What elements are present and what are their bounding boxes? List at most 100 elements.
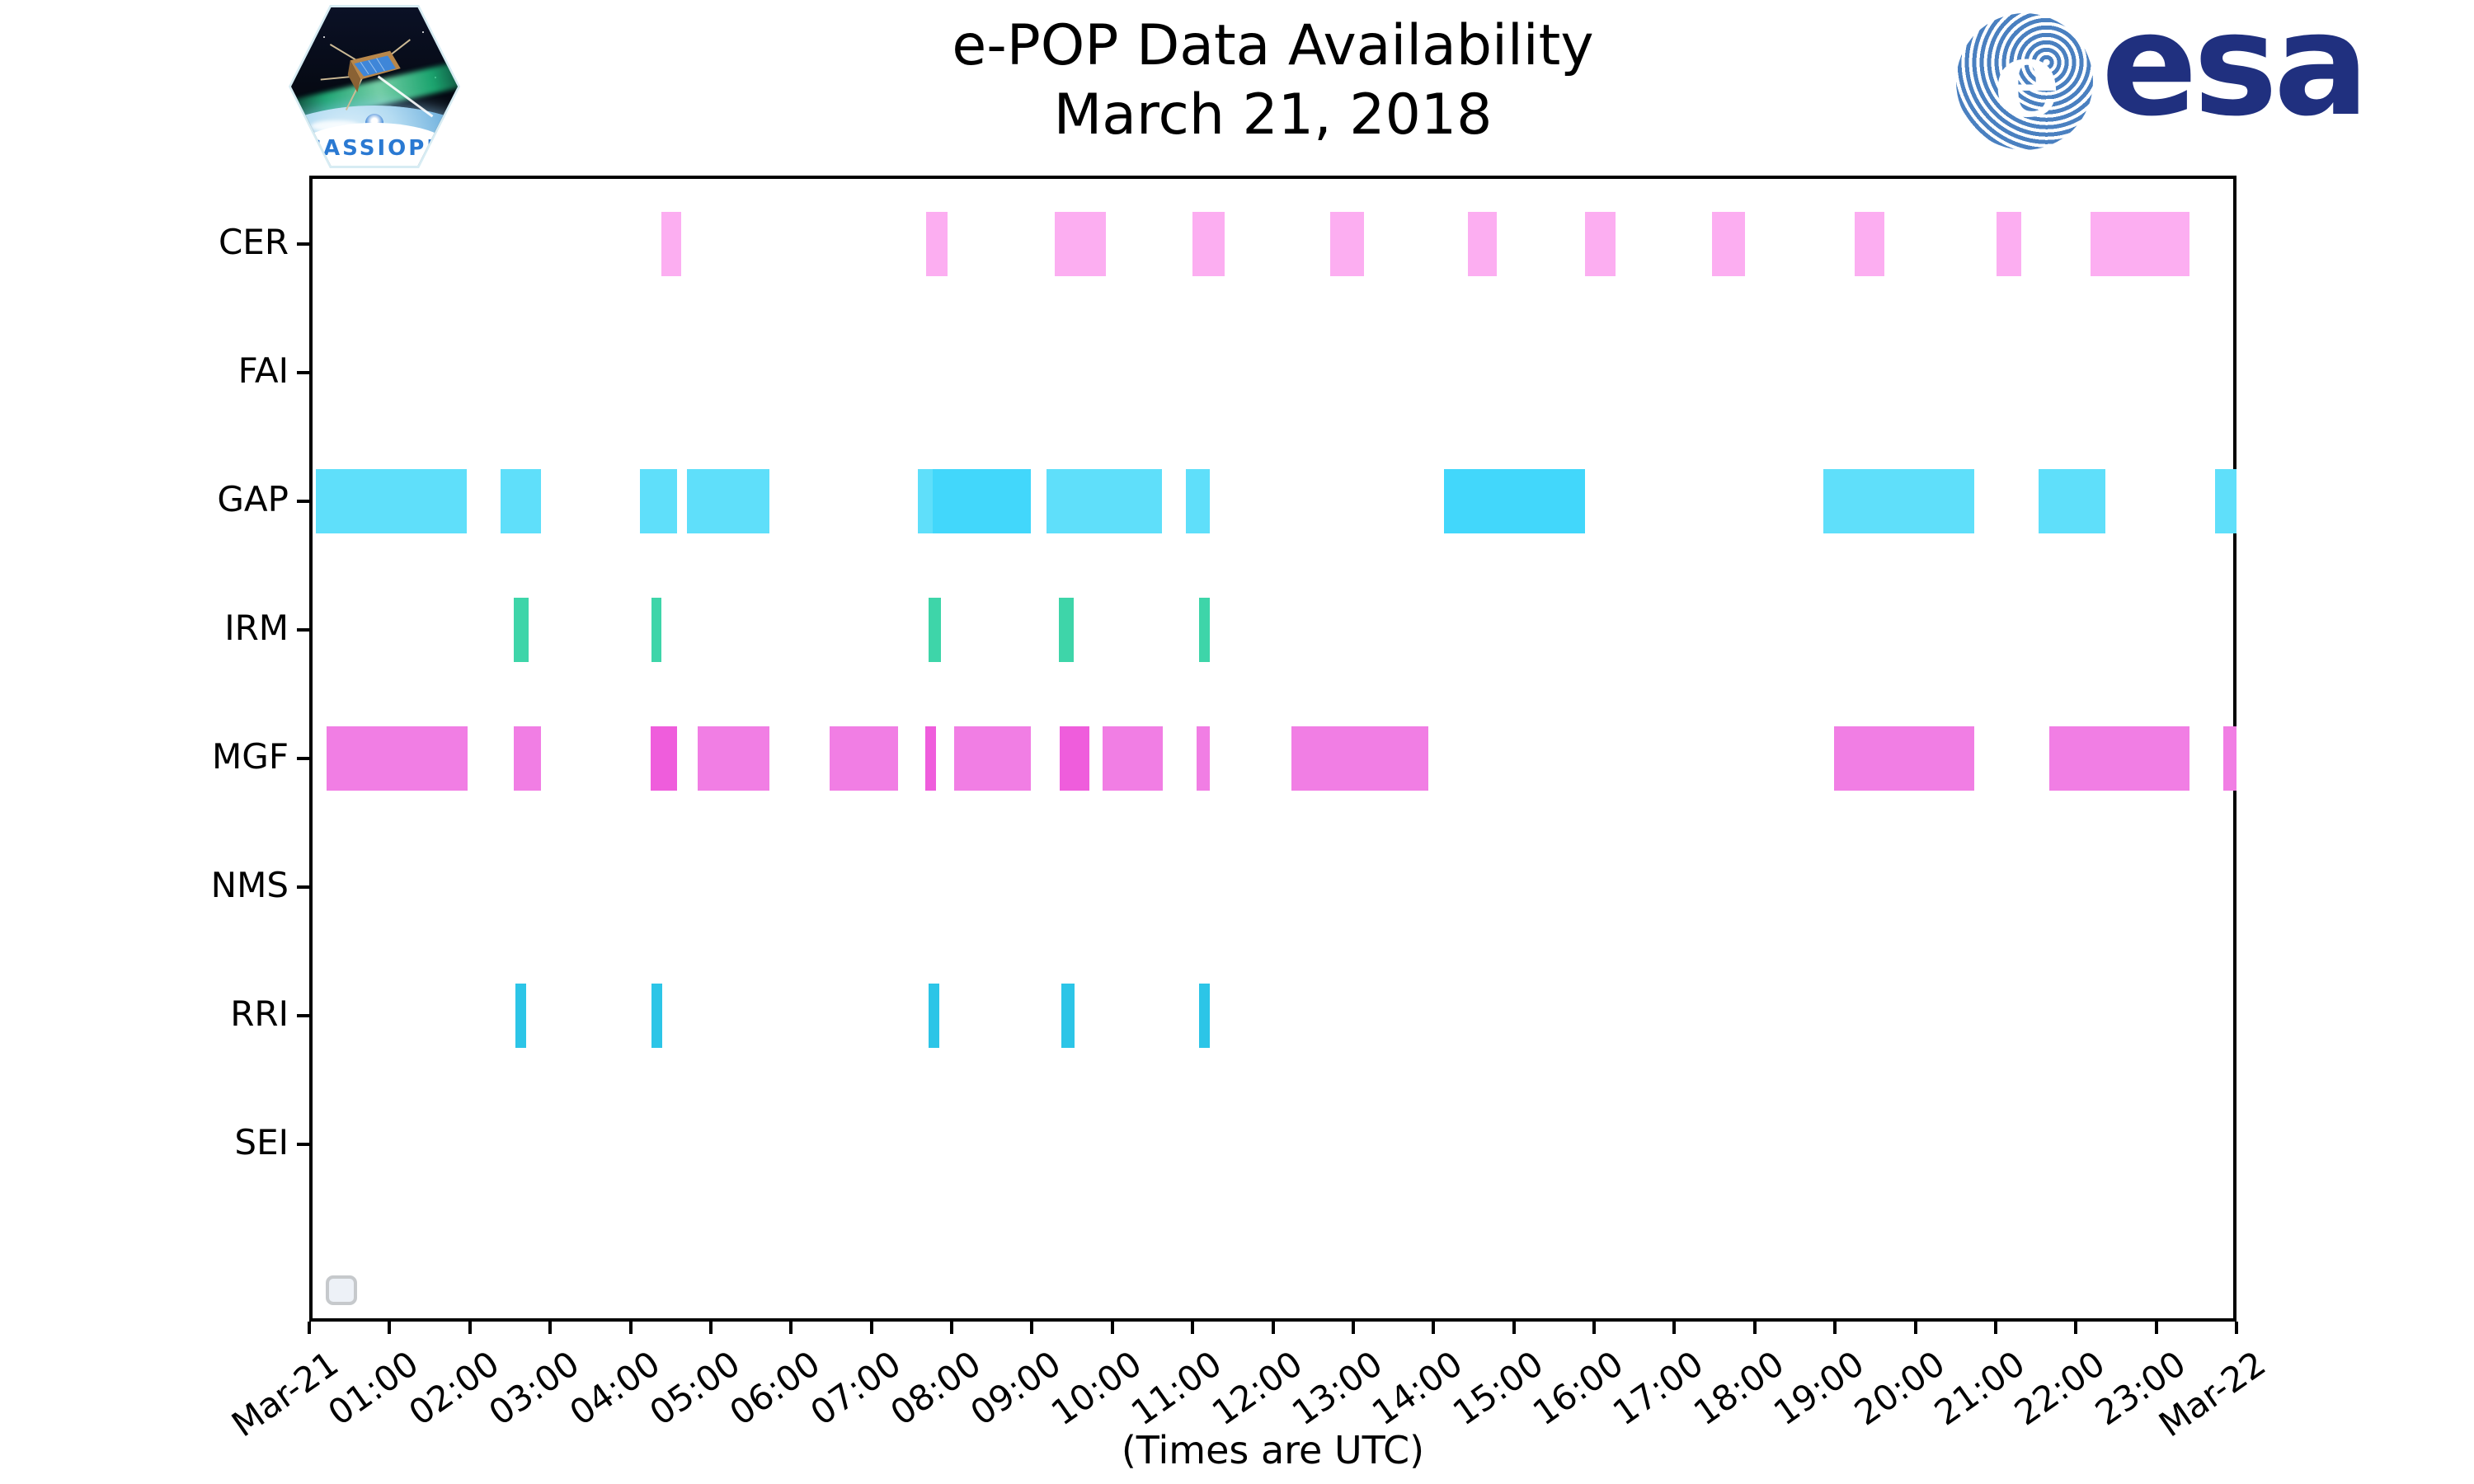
availability-bar-mgf [1103, 726, 1164, 791]
esa-globe-letter: e [1993, 17, 2061, 141]
y-tick [297, 1142, 309, 1146]
x-tick-label: 16:00 [1525, 1343, 1631, 1434]
y-tick [297, 756, 309, 760]
x-tick-label: 12:00 [1204, 1343, 1310, 1434]
satellite-icon [320, 39, 434, 118]
x-tick [708, 1322, 713, 1334]
x-tick-label: 19:00 [1766, 1343, 1872, 1434]
x-tick-label: 21:00 [1926, 1343, 2032, 1434]
x-tick [548, 1322, 553, 1334]
x-tick [1110, 1322, 1114, 1334]
x-tick [1752, 1322, 1757, 1334]
availability-bar-cer [1855, 211, 1885, 276]
availability-bar-gap [1186, 468, 1211, 533]
y-tick [297, 885, 309, 889]
x-tick-label: 07:00 [802, 1343, 908, 1434]
x-tick-label: 04:00 [562, 1343, 667, 1434]
x-tick [2154, 1322, 2158, 1334]
x-tick [1030, 1322, 1034, 1334]
plot-area [309, 176, 2236, 1322]
availability-bar-rri [1061, 983, 1075, 1048]
x-tick-label: 09:00 [963, 1343, 1069, 1434]
x-tick [1351, 1322, 1355, 1334]
y-tick [297, 1013, 309, 1017]
cassiope-mission-patch: CASSIOPE [289, 5, 460, 168]
x-tick [789, 1322, 793, 1334]
x-tick-label: 13:00 [1284, 1343, 1390, 1434]
x-tick [950, 1322, 953, 1334]
availability-bar-cer [1468, 211, 1497, 276]
x-tick [1191, 1322, 1195, 1334]
availability-bar-rri [929, 983, 940, 1048]
y-tick [297, 370, 309, 374]
availability-bar-irm [514, 597, 529, 662]
x-tick [1512, 1322, 1516, 1334]
row-label-nms: NMS [210, 864, 289, 905]
availability-bar-mgf [1291, 726, 1428, 791]
availability-bar-gap [1047, 468, 1162, 533]
availability-bar-cer [1997, 211, 2021, 276]
availability-bar-gap [918, 468, 934, 533]
x-tick-label: 20:00 [1846, 1343, 1952, 1434]
x-tick-label: 18:00 [1686, 1343, 1791, 1434]
availability-bar-gap [501, 468, 541, 533]
availability-bar-mgf [830, 726, 899, 791]
x-tick [1993, 1322, 1997, 1334]
availability-bar-gap [1444, 468, 1585, 533]
chart-subtitle: March 21, 2018 [1053, 82, 1493, 148]
x-tick [1432, 1322, 1436, 1334]
availability-bar-cer [1054, 211, 1106, 276]
x-tick [388, 1322, 392, 1334]
y-tick [297, 499, 309, 503]
row-label-fai: FAI [238, 350, 289, 391]
availability-bar-gap [2215, 468, 2236, 533]
row-label-gap: GAP [217, 478, 289, 519]
x-tick [1913, 1322, 1917, 1334]
availability-bar-cer [1711, 211, 1746, 276]
row-label-cer: CER [218, 221, 289, 262]
availability-bar-cer [661, 211, 682, 276]
availability-bar-cer [2091, 211, 2190, 276]
availability-bar-irm [1199, 597, 1211, 662]
availability-bar-cer [926, 211, 948, 276]
cassiope-label: CASSIOPE [304, 136, 444, 161]
availability-bar-mgf [514, 726, 541, 791]
esa-logo: e esa [1956, 0, 2369, 158]
y-tick [297, 627, 309, 632]
availability-bar-cer [1584, 211, 1616, 276]
empty-legend-box [326, 1275, 357, 1305]
availability-bar-mgf [2048, 726, 2190, 791]
chart-title: e-POP Data Availability [952, 13, 1594, 78]
x-tick [308, 1322, 311, 1334]
availability-bar-mgf [1060, 726, 1090, 791]
availability-bar-gap [686, 468, 770, 533]
availability-bar-mgf [1196, 726, 1211, 791]
availability-bar-rri [1199, 983, 1211, 1048]
availability-bar-mgf [924, 726, 936, 791]
esa-globe-icon: e [1956, 13, 2093, 150]
availability-bar-mgf [697, 726, 770, 791]
availability-bar-mgf [1833, 726, 1974, 791]
availability-bar-cer [1192, 211, 1225, 276]
x-tick [1672, 1322, 1677, 1334]
x-tick [1271, 1322, 1275, 1334]
x-tick [2235, 1322, 2238, 1334]
x-tick-label: 05:00 [642, 1343, 747, 1434]
availability-bar-mgf [650, 726, 678, 791]
x-tick-label: 06:00 [722, 1343, 828, 1434]
availability-bar-gap [1823, 468, 1974, 533]
availability-bar-gap [933, 468, 1031, 533]
x-tick-label: 17:00 [1606, 1343, 1711, 1434]
x-tick-label: 22:00 [2007, 1343, 2113, 1434]
x-tick-label: 03:00 [481, 1343, 587, 1434]
x-tick-label: 15:00 [1445, 1343, 1550, 1434]
availability-bar-mgf [954, 726, 1031, 791]
row-label-irm: IRM [224, 607, 289, 648]
x-tick-label: 02:00 [401, 1343, 506, 1434]
availability-bar-rri [515, 983, 526, 1048]
x-tick-label: 01:00 [321, 1343, 426, 1434]
availability-bar-mgf [327, 726, 468, 791]
x-tick [2074, 1322, 2078, 1334]
chart-title-block: e-POP Data Availability March 21, 2018 [309, 12, 2236, 150]
availability-bar-gap [639, 468, 678, 533]
